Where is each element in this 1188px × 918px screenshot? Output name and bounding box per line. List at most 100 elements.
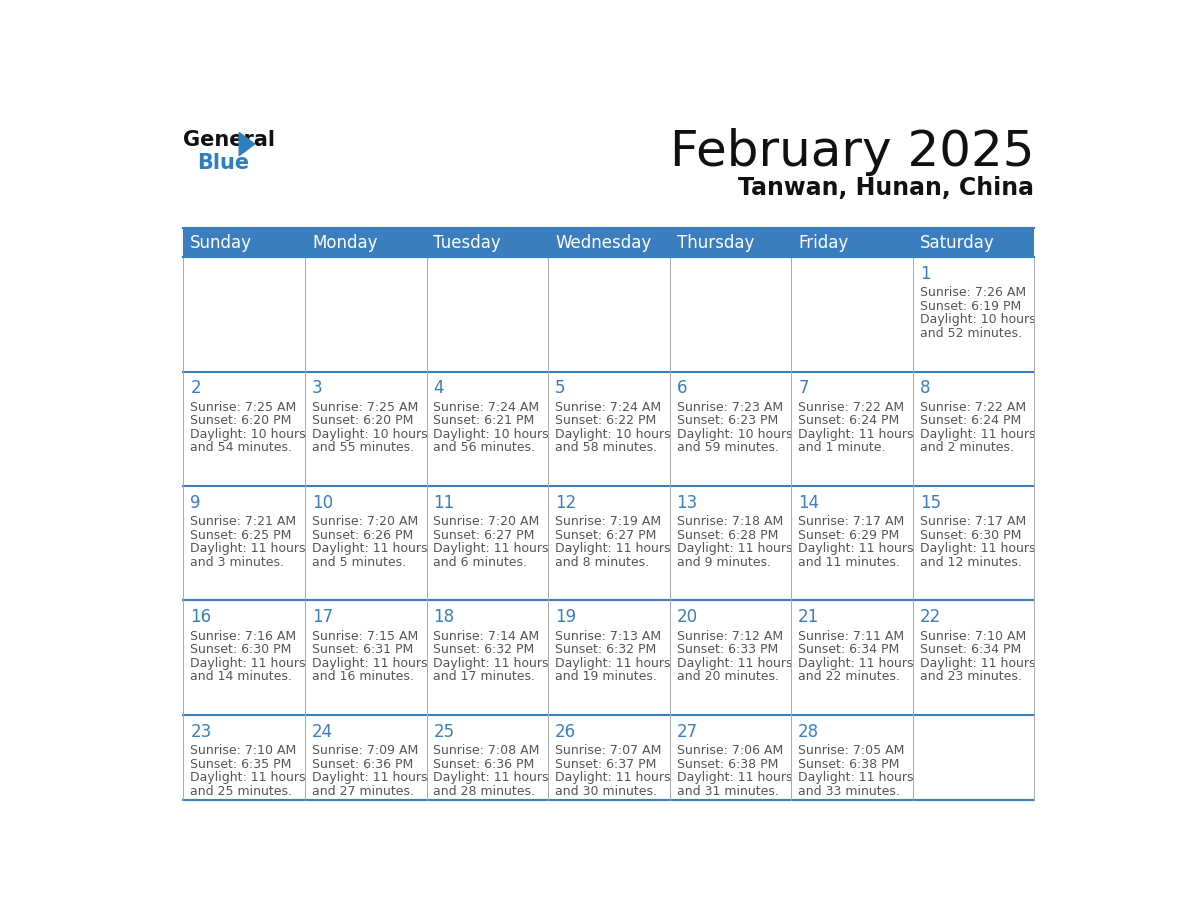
Text: Daylight: 11 hours: Daylight: 11 hours [555,656,670,670]
Text: and 16 minutes.: and 16 minutes. [312,670,413,683]
Text: Sunday: Sunday [190,233,252,252]
Text: Daylight: 10 hours: Daylight: 10 hours [434,428,549,441]
Text: Sunset: 6:30 PM: Sunset: 6:30 PM [190,644,292,656]
Text: and 6 minutes.: and 6 minutes. [434,555,527,569]
Text: 21: 21 [798,609,820,626]
Text: Sunrise: 7:10 AM: Sunrise: 7:10 AM [920,630,1026,643]
Text: Sunrise: 7:06 AM: Sunrise: 7:06 AM [677,744,783,757]
Bar [183,228,305,257]
Text: and 55 minutes.: and 55 minutes. [312,442,415,454]
Text: Sunset: 6:27 PM: Sunset: 6:27 PM [555,529,657,542]
Bar [548,486,670,600]
Text: Sunset: 6:28 PM: Sunset: 6:28 PM [677,529,778,542]
Text: 17: 17 [312,609,333,626]
Bar [670,257,791,372]
Text: Daylight: 10 hours: Daylight: 10 hours [555,428,671,441]
Bar [183,486,305,600]
Polygon shape [239,132,254,155]
Text: Daylight: 11 hours: Daylight: 11 hours [798,543,914,555]
Text: Daylight: 11 hours: Daylight: 11 hours [190,656,305,670]
Text: and 28 minutes.: and 28 minutes. [434,785,536,798]
Text: Sunrise: 7:26 AM: Sunrise: 7:26 AM [920,286,1026,299]
Text: Sunset: 6:33 PM: Sunset: 6:33 PM [677,644,778,656]
Text: Sunrise: 7:18 AM: Sunrise: 7:18 AM [677,515,783,529]
Bar [791,486,912,600]
Text: 18: 18 [434,609,455,626]
Text: Sunrise: 7:22 AM: Sunrise: 7:22 AM [798,401,904,414]
Bar [183,715,305,829]
Text: and 33 minutes.: and 33 minutes. [798,785,901,798]
Text: Sunrise: 7:22 AM: Sunrise: 7:22 AM [920,401,1026,414]
Text: and 3 minutes.: and 3 minutes. [190,555,284,569]
Bar [912,600,1035,715]
Text: Sunset: 6:31 PM: Sunset: 6:31 PM [312,644,413,656]
Text: Sunset: 6:27 PM: Sunset: 6:27 PM [434,529,535,542]
Bar [791,228,912,257]
Text: and 20 minutes.: and 20 minutes. [677,670,778,683]
Text: Daylight: 11 hours: Daylight: 11 hours [920,543,1035,555]
Text: Daylight: 10 hours: Daylight: 10 hours [677,428,792,441]
Text: Sunrise: 7:19 AM: Sunrise: 7:19 AM [555,515,662,529]
Text: 6: 6 [677,379,687,397]
Text: Sunrise: 7:13 AM: Sunrise: 7:13 AM [555,630,662,643]
Text: 19: 19 [555,609,576,626]
Text: and 19 minutes.: and 19 minutes. [555,670,657,683]
Text: and 5 minutes.: and 5 minutes. [312,555,406,569]
Bar [426,228,548,257]
Text: Daylight: 11 hours: Daylight: 11 hours [677,771,792,784]
Text: Sunrise: 7:07 AM: Sunrise: 7:07 AM [555,744,662,757]
Text: Sunrise: 7:12 AM: Sunrise: 7:12 AM [677,630,783,643]
Text: Tanwan, Hunan, China: Tanwan, Hunan, China [738,175,1035,199]
Text: Sunrise: 7:23 AM: Sunrise: 7:23 AM [677,401,783,414]
Text: Sunrise: 7:20 AM: Sunrise: 7:20 AM [434,515,539,529]
Text: and 59 minutes.: and 59 minutes. [677,442,778,454]
Text: Sunset: 6:26 PM: Sunset: 6:26 PM [312,529,413,542]
Text: and 27 minutes.: and 27 minutes. [312,785,413,798]
Text: 11: 11 [434,494,455,511]
Text: Sunset: 6:34 PM: Sunset: 6:34 PM [920,644,1020,656]
Text: Saturday: Saturday [920,233,994,252]
Text: Sunrise: 7:10 AM: Sunrise: 7:10 AM [190,744,297,757]
Text: February 2025: February 2025 [670,128,1035,176]
Text: and 22 minutes.: and 22 minutes. [798,670,901,683]
Bar [912,486,1035,600]
Bar [183,600,305,715]
Text: Daylight: 10 hours: Daylight: 10 hours [190,428,307,441]
Text: Thursday: Thursday [677,233,754,252]
Text: Sunset: 6:36 PM: Sunset: 6:36 PM [434,757,535,770]
Text: Sunrise: 7:25 AM: Sunrise: 7:25 AM [312,401,418,414]
Text: Tuesday: Tuesday [434,233,501,252]
Text: 24: 24 [312,722,333,741]
Text: Sunset: 6:20 PM: Sunset: 6:20 PM [312,414,413,428]
Bar [548,600,670,715]
Bar [183,257,305,372]
Text: and 12 minutes.: and 12 minutes. [920,555,1022,569]
Bar [791,600,912,715]
Text: Sunrise: 7:17 AM: Sunrise: 7:17 AM [798,515,904,529]
Bar [670,715,791,829]
Text: Daylight: 11 hours: Daylight: 11 hours [190,543,305,555]
Text: and 17 minutes.: and 17 minutes. [434,670,536,683]
Text: Sunrise: 7:17 AM: Sunrise: 7:17 AM [920,515,1026,529]
Text: and 2 minutes.: and 2 minutes. [920,442,1013,454]
Text: Sunset: 6:36 PM: Sunset: 6:36 PM [312,757,413,770]
Text: and 58 minutes.: and 58 minutes. [555,442,657,454]
Text: Sunset: 6:38 PM: Sunset: 6:38 PM [798,757,899,770]
Bar [670,600,791,715]
Bar [305,486,426,600]
Text: 28: 28 [798,722,820,741]
Text: Sunrise: 7:11 AM: Sunrise: 7:11 AM [798,630,904,643]
Text: Daylight: 11 hours: Daylight: 11 hours [798,428,914,441]
Text: and 14 minutes.: and 14 minutes. [190,670,292,683]
Text: Sunrise: 7:24 AM: Sunrise: 7:24 AM [555,401,662,414]
Text: and 1 minute.: and 1 minute. [798,442,886,454]
Text: Sunrise: 7:16 AM: Sunrise: 7:16 AM [190,630,297,643]
Text: and 52 minutes.: and 52 minutes. [920,327,1022,340]
Text: Sunrise: 7:15 AM: Sunrise: 7:15 AM [312,630,418,643]
Text: Daylight: 11 hours: Daylight: 11 hours [434,771,549,784]
Bar [305,228,426,257]
Text: 15: 15 [920,494,941,511]
Bar [791,715,912,829]
Text: 20: 20 [677,609,697,626]
Bar [548,228,670,257]
